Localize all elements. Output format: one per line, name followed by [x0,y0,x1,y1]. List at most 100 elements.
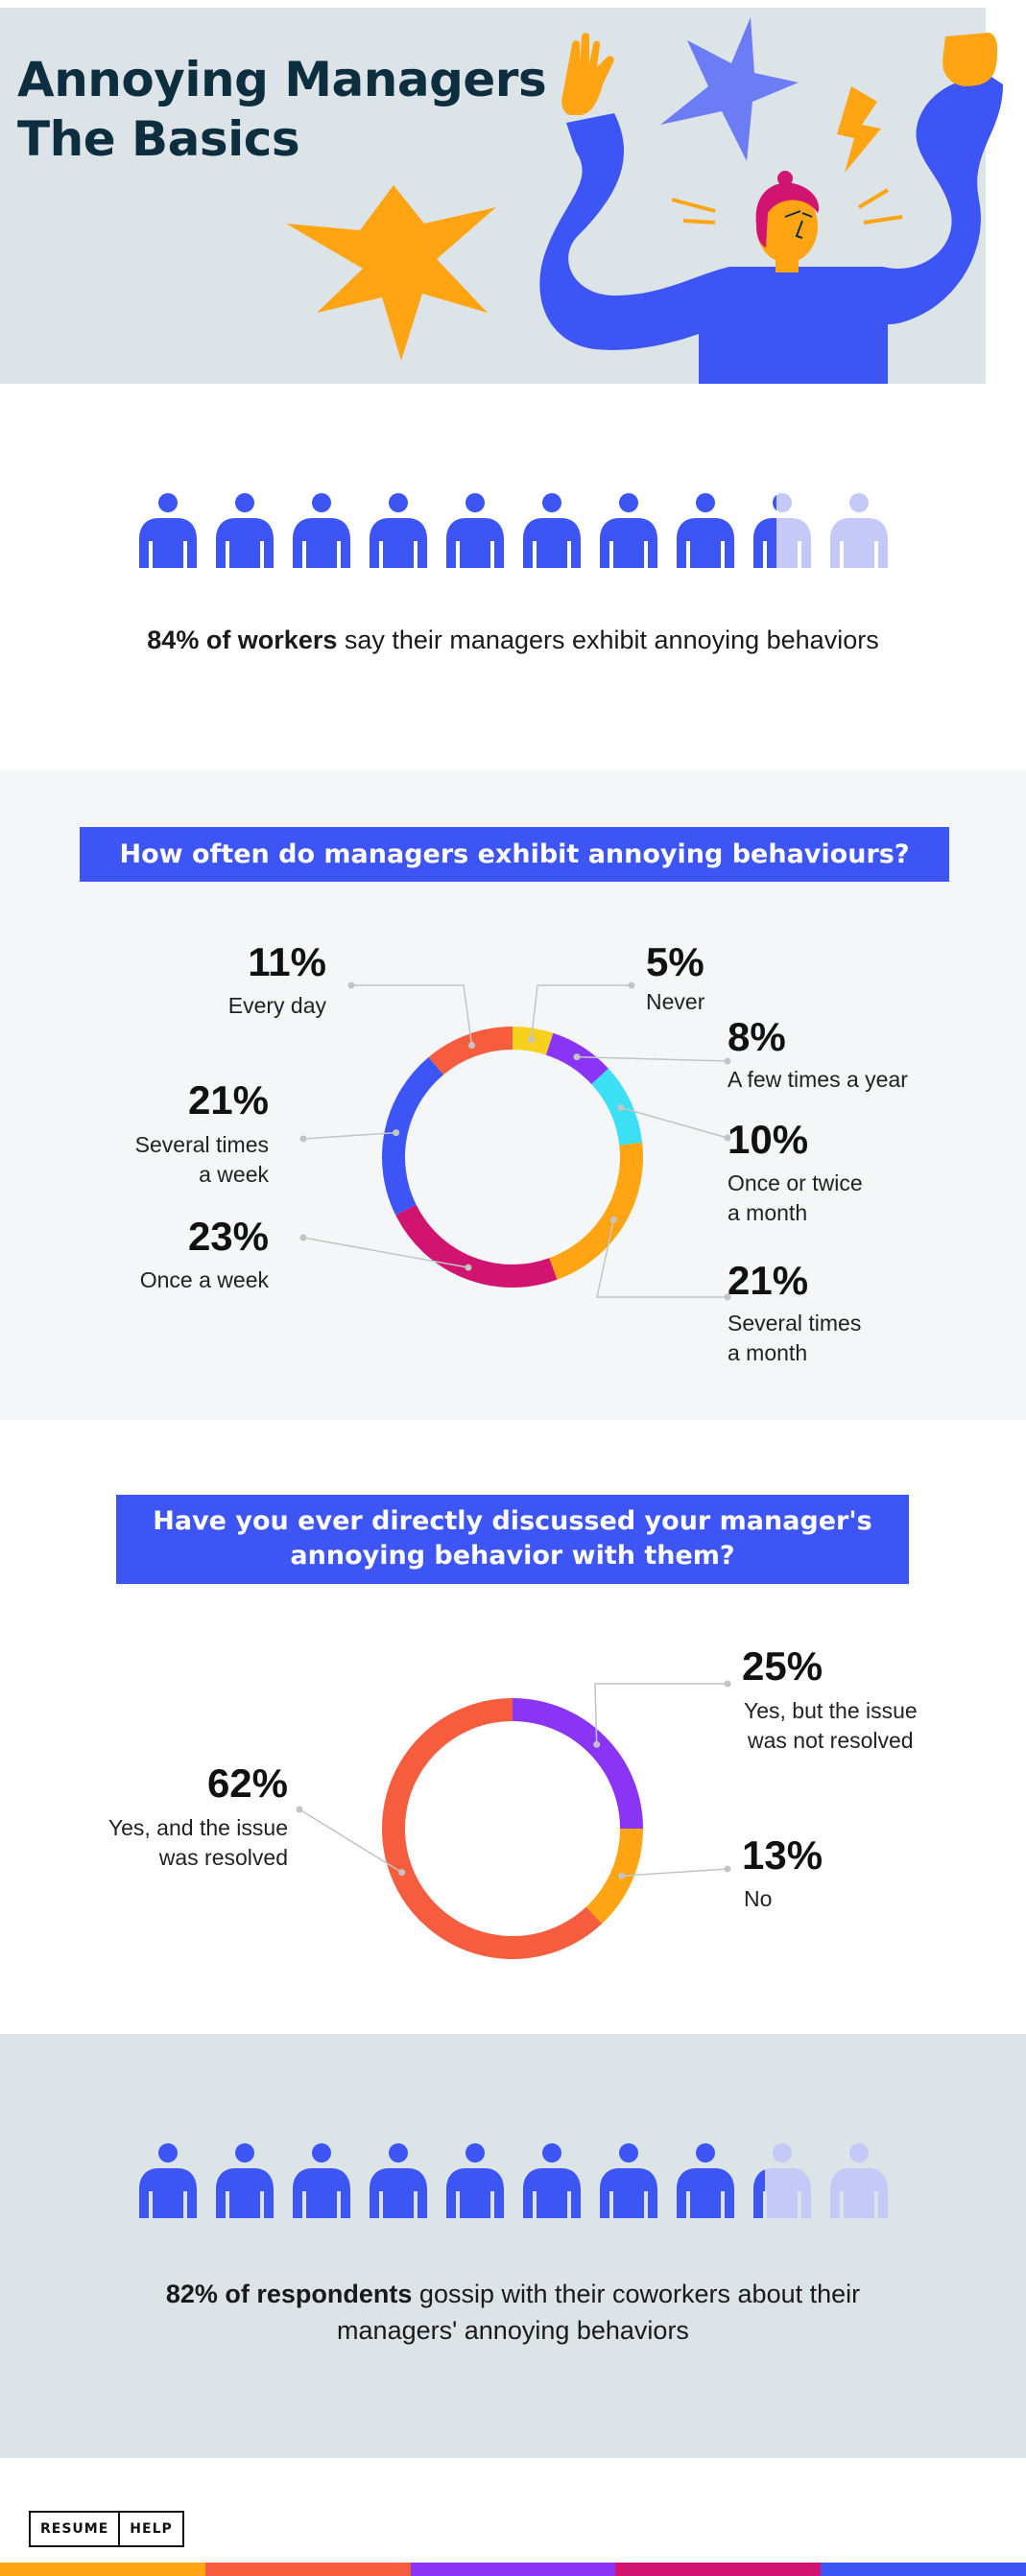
leader-dot [393,1129,400,1137]
anger-line [857,188,890,209]
frequency-question: How often do managers exhibit annoying b… [119,839,910,869]
person-icon [139,493,197,568]
person-hair [755,182,820,248]
leader-dot [593,1740,601,1748]
pct-several-week: 21% [187,1077,269,1123]
leader-dot [724,1680,731,1688]
leader-dot [465,1264,472,1271]
leader-line [302,1131,396,1140]
leader-line [302,1237,469,1268]
person-icon [830,493,888,568]
leader-dot [609,1216,617,1223]
person-icon [216,2143,274,2218]
person-icon [446,2143,504,2218]
donut-slice [395,1204,558,1288]
label-every-day: Every day [227,993,326,1018]
person-icon [677,2143,734,2218]
raised-fist-icon [942,33,998,86]
pct-few-times-year: 8% [728,1014,786,1059]
person-body [539,75,1003,384]
label-once-twice-month-1: Once or twice [728,1170,863,1195]
person-icon [370,2143,427,2218]
leader-line [594,1683,728,1745]
person-icon [293,493,350,568]
leader-dot [724,1134,731,1142]
leader-dot [724,1293,731,1301]
title-line-1: Annoying Managers [17,52,547,107]
angry-brow [784,210,801,218]
donut-slice [585,1828,643,1925]
orange-star-icon [286,185,496,361]
hair-bun [777,171,793,186]
lightning-icon [837,86,881,173]
leader-dot [468,1041,476,1049]
pct-every-day: 11% [248,939,326,984]
leader-dot [618,1872,626,1879]
label-never: Never [646,989,705,1014]
label-several-month-2: a month [728,1340,808,1365]
leader-line [621,1868,728,1877]
logo-resume: RESUME [40,2521,109,2537]
logo-help: HELP [118,2513,181,2545]
label-not-resolved-2: was not resolved [748,1728,914,1753]
donut-slice [382,1056,444,1216]
donut-slice [545,1032,608,1085]
blue-star-icon [660,17,799,161]
gossip-stat: 82% of respondents gossip with their cow… [0,2276,1026,2349]
leader-dot [628,981,635,989]
donut-1 [296,1680,731,1959]
leader-line [577,1055,728,1062]
worker-stat-highlight: 84% of workers [147,626,338,654]
label-not-resolved-1: Yes, but the issue [744,1698,918,1723]
discussion-question-line-2: annoying behavior with them? [290,1541,735,1571]
frequency-question-banner: How often do managers exhibit annoying b… [80,827,949,882]
person-neck [775,259,799,272]
hero-illustration [286,17,1003,384]
gossip-section [0,2034,1026,2458]
leader-line [298,1808,403,1874]
leader-dot [528,1036,536,1044]
pct-several-month: 21% [728,1258,809,1303]
label-once-week: Once a week [139,1267,269,1292]
leader-dot [347,981,355,989]
discussion-question-banner: Have you ever directly discussed your ma… [116,1495,909,1584]
gossip-stat-text-2: managers' annoying behaviors [337,2316,689,2345]
gossip-stat-text-1: gossip with their coworkers about their [412,2280,861,2308]
pct-once-twice-month: 10% [728,1117,809,1162]
footer-color-segment [821,2563,1026,2576]
leader-dot [617,1103,625,1111]
leader-dot [299,1135,307,1143]
leader-line [351,984,473,1046]
anger-line [863,215,903,225]
leader-dot [299,1234,307,1241]
person-icon [600,2143,657,2218]
footer-color-segment [0,2563,205,2576]
discussion-question-line-1: Have you ever directly discussed your ma… [153,1506,872,1536]
person-nose [795,220,803,239]
label-resolved-1: Yes, and the issue [107,1815,288,1840]
label-several-week-1: Several times [134,1132,269,1157]
leader-dot [724,1865,731,1873]
person-icon [370,493,427,568]
donut-0 [299,981,731,1301]
leader-dot [398,1869,406,1877]
leader-line [530,984,632,1040]
hero-section: Annoying Managers The Basics [0,0,1026,384]
person-icon [830,2143,888,2218]
donut-slice [591,1068,643,1146]
label-several-month-1: Several times [728,1311,862,1335]
person-icon [677,493,734,568]
resume-help-logo[interactable]: RESUME HELP [29,2511,184,2547]
footer-color-segment [204,2563,411,2576]
label-few-times-year: A few times a year [728,1067,908,1092]
footer-color-bar [0,2563,1026,2576]
person-icon [523,2143,581,2218]
gossip-stat-highlight: 82% of respondents [165,2280,413,2308]
donut-slice [549,1142,643,1280]
person-icon [216,493,274,568]
worker-stat-text: say their managers exhibit annoying beha… [337,626,879,654]
person-icon [139,2143,197,2218]
angry-brow [801,212,813,218]
person-icon [753,493,811,568]
